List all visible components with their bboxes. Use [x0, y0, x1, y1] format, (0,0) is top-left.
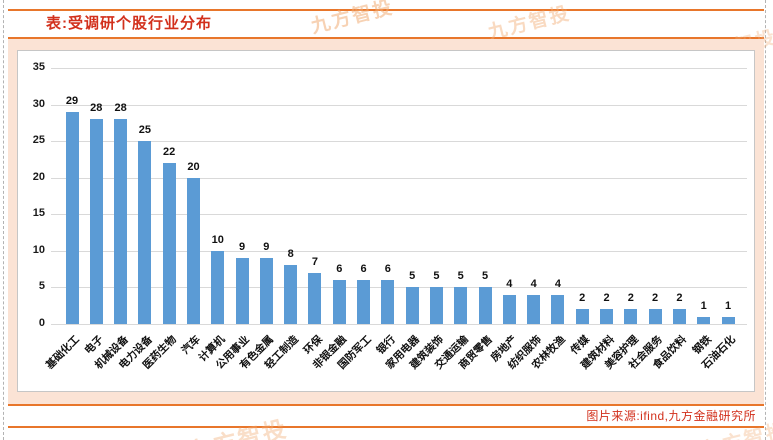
bar-value-label: 28 — [114, 102, 127, 115]
gridline — [51, 250, 747, 252]
bar-value-label: 5 — [433, 270, 440, 283]
source-text: 图片来源:ifind,九方金融研究所 — [586, 409, 756, 423]
bar-value-label: 4 — [530, 277, 537, 290]
bar — [429, 287, 443, 324]
bar-value-label: 5 — [481, 270, 489, 283]
bar-value-label: 1 — [724, 299, 732, 312]
bar-value-label: 5 — [457, 270, 464, 283]
bar-value-label: 2 — [603, 292, 610, 305]
bar-value-label: 10 — [211, 233, 224, 246]
gridline — [51, 287, 747, 289]
y-axis-tick-label: 5 — [38, 280, 45, 293]
bar-value-label: 1 — [700, 299, 707, 312]
y-axis-tick-label: 25 — [32, 134, 45, 147]
page-break-line-right — [765, 0, 766, 440]
y-axis-tick-label: 35 — [32, 61, 45, 73]
bar — [454, 287, 468, 324]
bar-value-label: 22 — [163, 146, 176, 159]
bar — [648, 309, 662, 324]
source-bar: 图片来源:ifind,九方金融研究所 — [8, 404, 764, 428]
bar — [357, 280, 371, 324]
bar — [502, 294, 516, 324]
gridline — [51, 68, 747, 69]
y-axis-tick-label: 15 — [32, 207, 45, 220]
y-axis-tick-label: 20 — [32, 170, 45, 183]
page-title: 表:受调研个股行业分布 — [46, 15, 212, 32]
gridline — [51, 214, 747, 216]
bar-value-label: 6 — [336, 263, 343, 276]
bar — [89, 119, 103, 324]
bar — [697, 316, 711, 324]
bar — [575, 309, 589, 324]
bar — [65, 111, 79, 324]
bar-value-label: 7 — [311, 255, 319, 268]
gridline — [51, 104, 747, 106]
bar — [551, 294, 565, 324]
bar — [332, 280, 346, 324]
bar — [381, 280, 395, 324]
bar-value-label: 25 — [138, 124, 151, 137]
bar-value-label: 4 — [554, 277, 561, 290]
bar-value-label: 6 — [360, 263, 367, 276]
bar — [114, 119, 128, 324]
bar-value-label: 8 — [287, 248, 294, 261]
bar-value-label: 20 — [187, 160, 200, 173]
bar-chart: 0 5 10 15 20 25 30 35 29 基础化工 28 电子 28 机械设备 25 电力设备 22 医药… — [17, 50, 755, 392]
bar-value-label: 2 — [676, 292, 683, 305]
bar-value-label: 28 — [90, 102, 103, 115]
page-break-line-left — [3, 0, 4, 440]
y-axis-tick-label: 30 — [32, 97, 45, 110]
bar — [600, 309, 614, 324]
bar — [405, 287, 419, 324]
bar-value-label: 2 — [627, 292, 634, 305]
bar — [478, 287, 492, 324]
bar-value-label: 4 — [506, 277, 513, 290]
chart-title-bar: 表:受调研个股行业分布 — [8, 9, 764, 39]
bar — [308, 272, 322, 324]
bar — [186, 177, 200, 324]
bar-value-label: 6 — [384, 263, 391, 276]
bar — [721, 316, 735, 324]
bar — [527, 294, 541, 324]
bar — [235, 258, 249, 324]
y-axis-tick-label: 10 — [32, 243, 45, 256]
bar-value-label: 9 — [263, 241, 270, 254]
bar — [138, 141, 152, 324]
bar-value-label: 29 — [65, 94, 79, 107]
y-axis-tick-label: 0 — [38, 317, 45, 329]
bar-value-label: 9 — [239, 241, 246, 254]
bar — [672, 309, 686, 324]
bar — [211, 250, 225, 324]
bar-value-label: 2 — [652, 292, 659, 305]
bar — [162, 163, 176, 324]
bar — [284, 265, 298, 324]
bar — [259, 258, 273, 324]
x-axis-category-label: 基础化工 — [43, 333, 82, 372]
gridline — [51, 177, 747, 179]
bar — [624, 309, 638, 324]
bar-value-label: 5 — [409, 270, 416, 283]
gridline — [51, 141, 747, 143]
bar-value-label: 2 — [579, 292, 586, 305]
gridline — [51, 324, 747, 325]
